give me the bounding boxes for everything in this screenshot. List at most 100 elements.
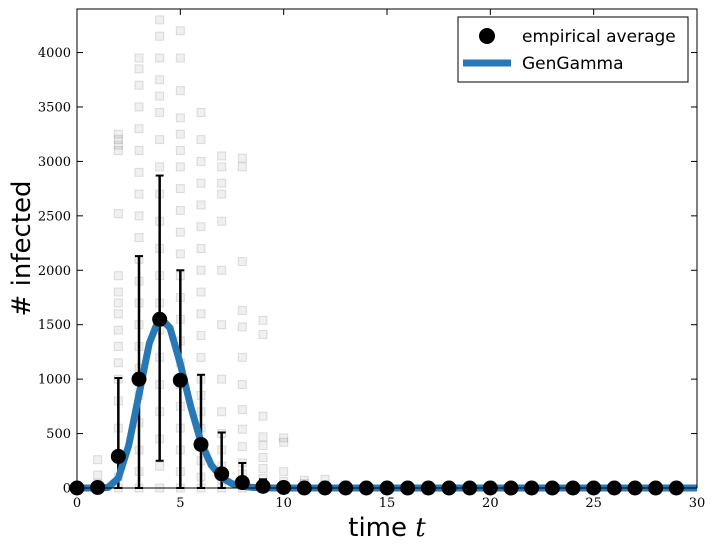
sample-marker [196, 352, 206, 362]
sample-marker [217, 178, 227, 188]
sample-marker [237, 380, 247, 390]
average-marker [214, 466, 230, 482]
sample-marker [113, 129, 123, 139]
sample-marker [113, 358, 123, 368]
sample-marker [134, 233, 144, 243]
axis-ticks: 0 5 10 15 20 25 30 0 500 1000 1500 2000 2500 3000 3500… [38, 9, 705, 511]
x-axis-label: time t [348, 513, 426, 543]
average-marker [131, 371, 147, 387]
sample-marker [196, 135, 206, 145]
sample-marker [113, 146, 123, 156]
sample-marker [237, 153, 247, 163]
sample-marker [258, 411, 268, 421]
sample-marker [175, 162, 185, 172]
sample-marker [237, 306, 247, 316]
sample-marker [93, 455, 103, 465]
y-tick-label: 3000 [38, 155, 71, 170]
sample-marker [175, 227, 185, 237]
sample-marker [113, 209, 123, 219]
sample-marker [155, 31, 165, 41]
legend-average-marker [479, 28, 495, 44]
sample-marker [217, 162, 227, 172]
sample-marker [155, 15, 165, 25]
y-tick-label: 0 [63, 482, 71, 497]
gengamma-curve [77, 313, 697, 492]
x-axis-label-variable: t [415, 513, 426, 543]
average-markers [69, 311, 684, 496]
sample-marker [155, 107, 165, 117]
sample-marker [175, 249, 185, 259]
average-marker [110, 448, 126, 464]
sample-marker [237, 442, 247, 452]
sample-marker [155, 461, 165, 471]
sample-marker [134, 124, 144, 134]
sample-marker [217, 407, 227, 417]
sample-marker [134, 146, 144, 156]
sample-marker [258, 432, 268, 442]
x-tick-label: 5 [176, 496, 184, 511]
sample-marker [237, 322, 247, 332]
sample-marker [237, 405, 247, 415]
sample-marker [196, 107, 206, 117]
sample-marker [134, 189, 144, 199]
average-marker [193, 436, 209, 452]
sample-marker [175, 53, 185, 63]
y-tick-label: 500 [46, 427, 71, 442]
sample-marker [155, 53, 165, 63]
sample-marker [196, 222, 206, 232]
legend-gengamma-label: GenGamma [522, 54, 624, 74]
sample-marker [113, 309, 123, 319]
average-marker [234, 475, 250, 491]
sample-marker [175, 184, 185, 194]
average-marker [255, 478, 271, 494]
average-marker [172, 372, 188, 388]
x-tick-label: 10 [275, 496, 292, 511]
sample-marker [196, 156, 206, 166]
sample-marker [175, 113, 185, 123]
sample-marker [217, 189, 227, 199]
sample-marker [217, 374, 227, 384]
y-tick-label: 1000 [38, 373, 71, 388]
sample-marker [93, 470, 103, 480]
x-axis-label-text: time [348, 513, 407, 543]
sample-marker [196, 200, 206, 210]
sample-marker [258, 453, 268, 463]
y-tick-label: 2000 [38, 264, 71, 279]
x-tick-label: 25 [585, 496, 602, 511]
x-tick-label: 30 [689, 496, 706, 511]
y-tick-label: 1500 [38, 318, 71, 333]
legend-box [457, 16, 689, 83]
sample-marker [113, 140, 123, 150]
sample-marker [113, 135, 123, 145]
sample-marker [175, 205, 185, 215]
sample-marker [279, 433, 289, 443]
x-tick-label: 15 [379, 496, 396, 511]
sample-marker [155, 91, 165, 101]
sample-marker [134, 211, 144, 221]
sample-marker [258, 330, 268, 340]
sample-marker [175, 86, 185, 96]
sample-marker [258, 463, 268, 473]
sample-marker [217, 151, 227, 161]
sample-marker [258, 441, 268, 451]
sample-marker [113, 287, 123, 297]
legend: empirical average GenGamma [457, 16, 689, 83]
sample-marker [237, 257, 247, 267]
sample-marker [134, 64, 144, 74]
sample-marker [196, 244, 206, 253]
sample-marker [196, 287, 206, 297]
sample-marker [217, 320, 227, 330]
sample-marker [279, 467, 289, 477]
sample-marker [217, 265, 227, 275]
sample-marker [175, 146, 185, 156]
y-axis-label: # infected [7, 181, 37, 317]
sample-marker [196, 331, 206, 341]
sample-marker [196, 265, 206, 275]
sample-marker [237, 162, 247, 172]
sample-marker [113, 298, 123, 308]
sample-marker [258, 315, 268, 325]
y-tick-label: 2500 [38, 209, 71, 224]
average-marker [152, 311, 168, 327]
sample-marker [196, 178, 206, 188]
